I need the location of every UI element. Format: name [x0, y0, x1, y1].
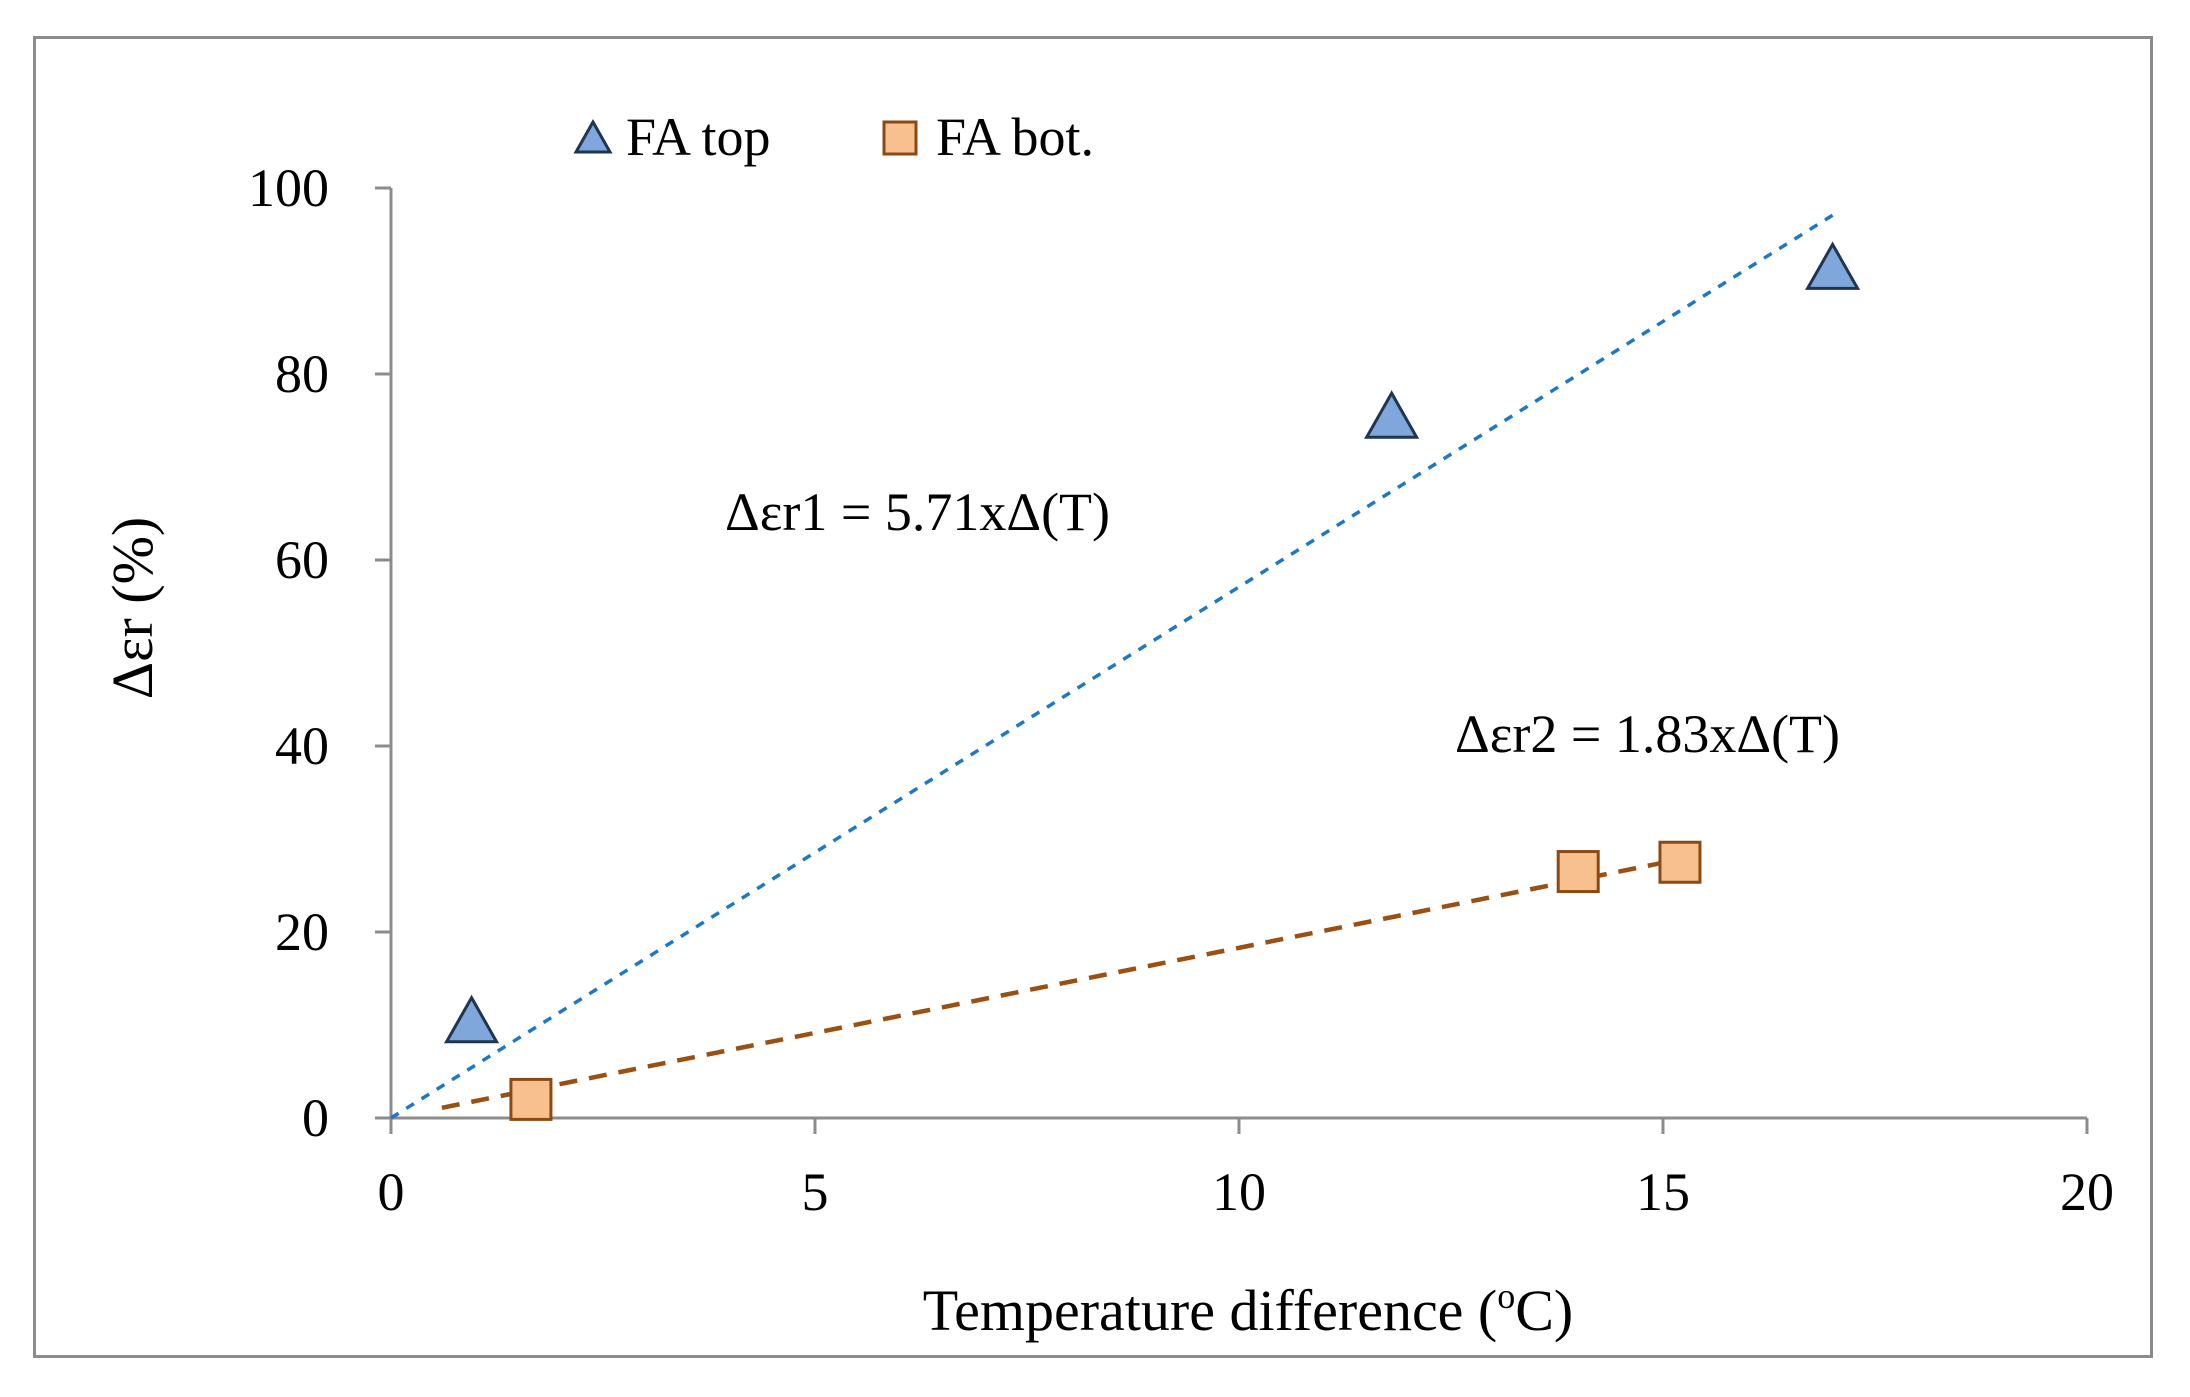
legend: FA top FA bot. — [573, 107, 1094, 167]
y-axis-title: Δεr (%) — [100, 517, 165, 699]
axes: 0 20 40 60 80 100 0 5 10 15 20 — [248, 158, 2114, 1222]
point-fa-top — [443, 994, 500, 1044]
x-axis-title-tail: C) — [1515, 1278, 1573, 1343]
data-points — [443, 241, 1861, 1121]
y-tick-label: 80 — [275, 344, 329, 404]
legend-marker-fa-bot — [882, 120, 918, 156]
point-fa-top — [1805, 241, 1861, 290]
point-fa-bot — [509, 1077, 553, 1121]
x-axis-title-main: Temperature difference ( — [923, 1278, 1498, 1343]
x-tick-label: 5 — [802, 1162, 829, 1222]
point-fa-bot — [1556, 850, 1600, 894]
point-fa-top — [1364, 390, 1420, 439]
x-tick-label: 0 — [378, 1162, 405, 1222]
equation-fa-bot: Δεr2 = 1.83xΔ(T) — [1455, 704, 1840, 764]
legend-label-fa-bot: FA bot. — [936, 107, 1094, 167]
y-tick-label: 0 — [302, 1088, 329, 1148]
x-axis-title: Temperature difference (oC) — [923, 1276, 1574, 1343]
x-axis-title-sup: o — [1497, 1276, 1515, 1316]
x-tick-label: 15 — [1636, 1162, 1690, 1222]
trend-line-fa-top — [390, 213, 1834, 1120]
equation-fa-top: Δεr1 = 5.71xΔ(T) — [725, 482, 1110, 542]
x-tick-label: 20 — [2060, 1162, 2114, 1222]
legend-label-fa-top: FA top — [626, 107, 771, 167]
point-fa-bot — [1658, 840, 1702, 884]
y-tick-label: 100 — [248, 158, 329, 218]
y-tick-label: 60 — [275, 530, 329, 590]
legend-marker-fa-top — [573, 118, 613, 154]
x-tick-label: 10 — [1212, 1162, 1266, 1222]
y-tick-label: 40 — [275, 716, 329, 776]
trend-line-fa-bot — [441, 857, 1681, 1110]
trend-lines — [390, 213, 1834, 1120]
y-tick-label: 20 — [275, 902, 329, 962]
chart-frame — [33, 36, 2153, 1358]
